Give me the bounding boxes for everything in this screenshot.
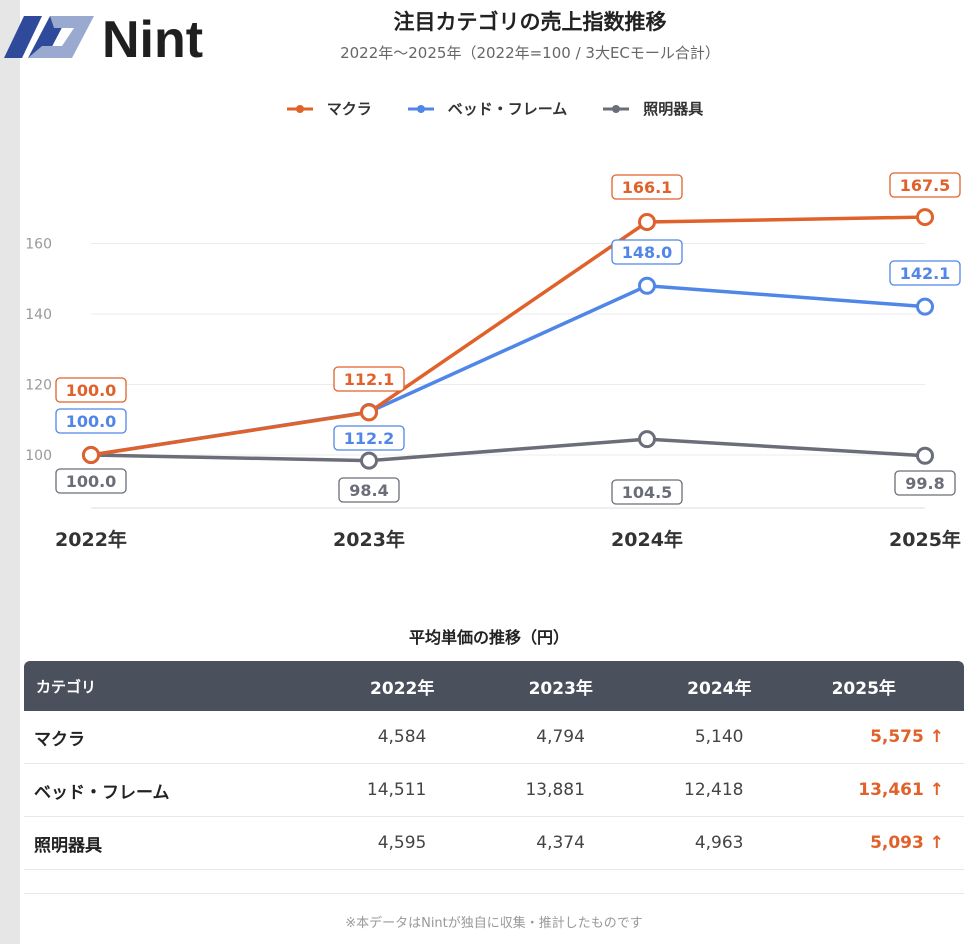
x-tick-label: 2024年 — [611, 528, 683, 551]
data-label: 100.0 — [55, 468, 127, 494]
data-label: 100.0 — [55, 377, 127, 403]
cell: 13,881 — [446, 763, 605, 817]
svg-text:100.0: 100.0 — [66, 412, 117, 431]
y-tick-label: 120 — [25, 378, 52, 394]
data-point[interactable] — [916, 297, 934, 316]
data-point[interactable] — [360, 403, 378, 422]
svg-text:104.5: 104.5 — [622, 483, 673, 502]
svg-text:98.4: 98.4 — [349, 481, 388, 500]
svg-text:100.0: 100.0 — [66, 381, 117, 400]
col-header: 2022年 — [287, 661, 447, 711]
col-header: 2024年 — [604, 661, 764, 711]
x-tick-label: 2025年 — [889, 528, 961, 551]
nint-logo: Nint — [2, 6, 237, 69]
legend-item-makura[interactable]: マクラ — [285, 98, 372, 119]
cell: 5,093 ↑ — [763, 816, 964, 870]
divider — [24, 893, 964, 894]
legend: マクラ ベッド・フレーム 照明器具 — [0, 98, 978, 119]
data-label: 99.8 — [894, 470, 956, 496]
cell: 5,575 ↑ — [763, 711, 964, 764]
svg-text:142.1: 142.1 — [900, 264, 951, 283]
table-title: 平均単価の推移（円） — [408, 628, 569, 647]
cell: 4,584 — [287, 711, 447, 764]
data-point[interactable] — [916, 446, 934, 465]
col-header: カテゴリ — [24, 661, 288, 711]
svg-text:166.1: 166.1 — [622, 178, 673, 197]
cell: マクラ — [24, 711, 288, 764]
data-point[interactable] — [638, 276, 656, 295]
cell: 12,418 — [604, 763, 764, 817]
data-label: 112.2 — [333, 425, 405, 451]
left-edge — [0, 0, 20, 944]
y-tick-label: 140 — [25, 307, 52, 323]
series-line — [90, 215, 926, 457]
svg-text:112.2: 112.2 — [344, 429, 395, 448]
price-table: カテゴリ 2022年 2023年 2024年 2025年 マクラ 4,584 4,7… — [24, 661, 964, 870]
chart-title: 注目カテゴリの売上指数推移 — [393, 10, 667, 34]
svg-text:Nint: Nint — [102, 11, 203, 61]
table-row: マクラ 4,584 4,794 5,140 5,575 ↑ — [24, 711, 964, 764]
data-label: 142.1 — [889, 260, 961, 286]
data-point[interactable] — [638, 430, 656, 449]
svg-text:100.0: 100.0 — [66, 472, 117, 491]
data-point[interactable] — [916, 208, 934, 227]
cell: ベッド・フレーム — [24, 763, 288, 817]
cell: 13,461 ↑ — [763, 763, 964, 817]
y-tick-label: 100 — [25, 448, 52, 464]
data-point[interactable] — [360, 451, 378, 470]
series-line — [90, 437, 926, 463]
y-tick-label: 160 — [25, 237, 52, 253]
line-chart: 100 120 140 160 2022年 2023年 2024年 2025年 100.0 112… — [25, 172, 961, 551]
data-label: 148.0 — [611, 239, 683, 265]
cell: 5,140 — [604, 711, 764, 764]
legend-item-bed-frame[interactable]: ベッド・フレーム — [406, 98, 567, 119]
svg-text:99.8: 99.8 — [905, 474, 944, 493]
svg-text:167.5: 167.5 — [900, 176, 951, 195]
cell: 4,374 — [446, 816, 605, 870]
data-label: 167.5 — [889, 172, 961, 198]
data-label: 98.4 — [338, 477, 400, 503]
data-point[interactable] — [82, 446, 100, 464]
col-header: 2023年 — [446, 661, 605, 711]
table-row: ベッド・フレーム 14,511 13,881 12,418 13,461 ↑ — [24, 763, 964, 817]
series-line — [90, 284, 926, 457]
table-row: 照明器具 4,595 4,374 4,963 5,093 ↑ — [24, 816, 964, 870]
data-label: 104.5 — [611, 479, 683, 505]
data-label: 166.1 — [611, 174, 683, 200]
cell: 4,794 — [446, 711, 605, 764]
legend-item-lighting[interactable]: 照明器具 — [601, 98, 703, 119]
x-tick-label: 2022年 — [55, 528, 127, 551]
cell: 4,595 — [287, 816, 447, 870]
data-point[interactable] — [638, 212, 656, 231]
cell: 14,511 — [287, 763, 447, 817]
footnote: ※本データはNintが独自に収集・推計したものです — [345, 916, 643, 931]
cell: 照明器具 — [24, 816, 288, 870]
data-label: 100.0 — [55, 408, 127, 434]
x-tick-label: 2023年 — [333, 528, 405, 551]
chart-subtitle: 2022年〜2025年（2022年=100 / 3大ECモール合計） — [340, 44, 720, 62]
cell: 4,963 — [604, 816, 764, 870]
svg-text:148.0: 148.0 — [622, 243, 673, 262]
data-label: 112.1 — [333, 366, 405, 392]
svg-text:112.1: 112.1 — [344, 370, 395, 389]
col-header: 2025年 — [763, 661, 964, 711]
